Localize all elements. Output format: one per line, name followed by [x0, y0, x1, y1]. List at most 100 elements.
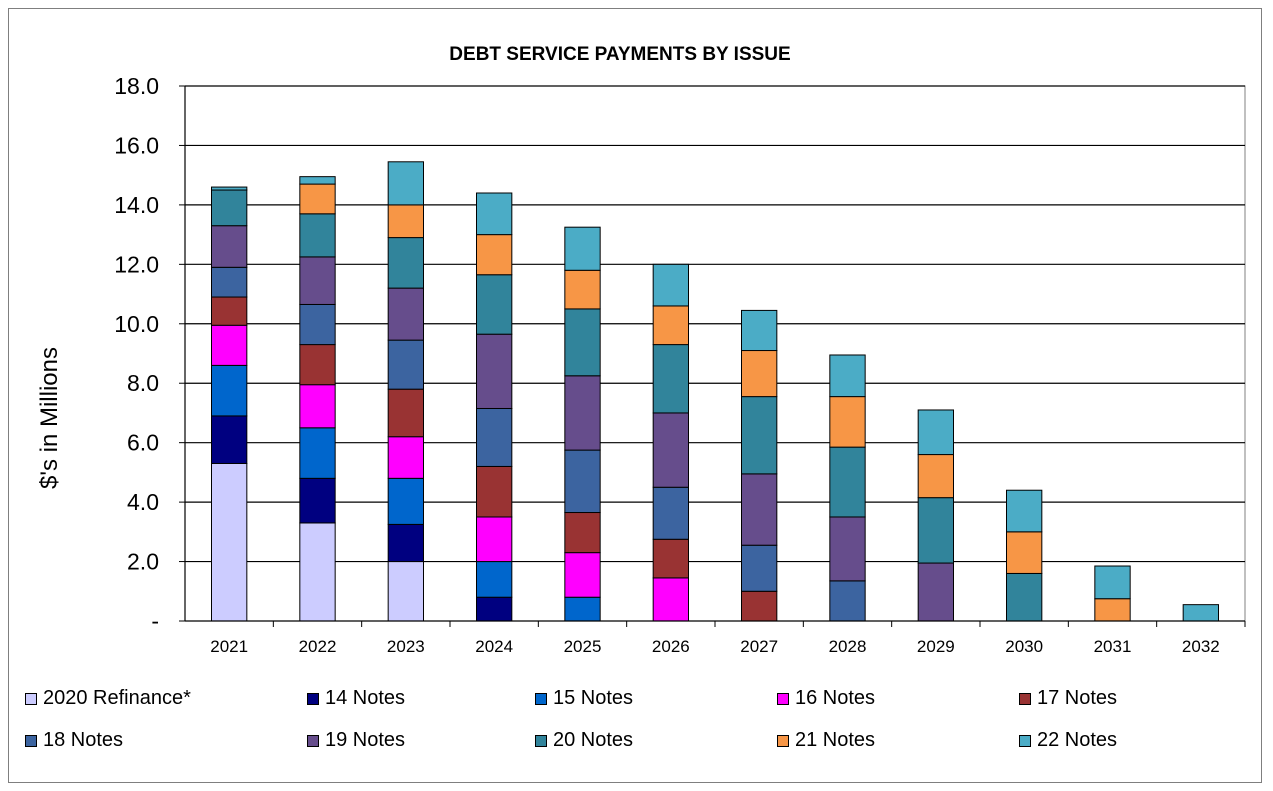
legend-label: 22 Notes — [1037, 729, 1118, 751]
bar-segment — [1182, 604, 1219, 622]
bar-segment — [299, 477, 336, 524]
legend-label: 15 Notes — [553, 687, 634, 709]
bar-segment — [211, 364, 248, 417]
bar-segment — [476, 333, 513, 409]
legend-item: 16 Notes — [777, 687, 875, 710]
bar-segment — [476, 561, 513, 598]
legend-swatch — [777, 692, 789, 705]
y-tick-label: 4.0 — [127, 489, 159, 515]
legend-label: 19 Notes — [325, 729, 406, 751]
x-tick-label: 2032 — [1182, 637, 1220, 656]
bar-segment — [476, 234, 513, 276]
bar-segment — [299, 176, 336, 185]
bar-segment — [652, 344, 690, 414]
legend-item: 20 Notes — [535, 729, 633, 752]
bar-segment — [211, 186, 248, 191]
bar-segment — [564, 596, 601, 622]
bar-segment — [741, 590, 778, 622]
bar-segment — [741, 396, 778, 475]
legend-label: 18 Notes — [43, 729, 124, 751]
bar-segment — [211, 324, 248, 366]
bar-segment — [299, 344, 336, 386]
bar-segment — [829, 446, 866, 518]
bar-segment — [564, 226, 601, 271]
bar-segment — [476, 596, 513, 622]
bar-segment — [829, 396, 866, 448]
bar-segment — [211, 415, 248, 464]
bar-segment — [387, 436, 424, 479]
legend-swatch — [307, 692, 319, 705]
bar-segment — [1006, 531, 1043, 574]
legend-swatch — [25, 734, 37, 747]
legend-item: 21 Notes — [777, 729, 875, 752]
bar-segment — [564, 308, 601, 377]
legend-label: 16 Notes — [795, 687, 876, 709]
legend-item: 14 Notes — [307, 687, 405, 710]
legend-item: 19 Notes — [307, 729, 405, 752]
bar-segment — [1094, 565, 1131, 600]
x-tick-label: 2029 — [917, 637, 955, 656]
bar-segment — [299, 256, 336, 305]
bar-segment — [476, 274, 513, 335]
y-tick-label: 12.0 — [114, 251, 159, 277]
legend-swatch — [1019, 734, 1031, 747]
legend-item: 17 Notes — [1019, 687, 1117, 710]
legend-swatch — [535, 734, 547, 747]
bar-segment — [476, 407, 513, 467]
bar-segment — [387, 161, 424, 206]
bar-segment — [917, 562, 955, 622]
bar-segment — [741, 309, 778, 352]
bar-segment — [476, 192, 513, 236]
y-tick-label: 16.0 — [114, 132, 159, 158]
bar-segment — [652, 305, 690, 346]
bar-segment — [387, 523, 424, 563]
bar-segment — [211, 296, 248, 326]
chart-title: DEBT SERVICE PAYMENTS BY ISSUE — [449, 44, 791, 65]
bar-segment — [652, 263, 690, 307]
bar-segment — [652, 538, 690, 579]
x-tick-label: 2025 — [564, 637, 602, 656]
y-tick-label: 18.0 — [114, 73, 159, 99]
grid-layer — [184, 85, 1246, 622]
legend-item: 2020 Refinance* — [25, 687, 191, 710]
x-tick-label: 2031 — [1094, 637, 1132, 656]
bar-segment — [741, 473, 778, 546]
legend-item: 18 Notes — [25, 729, 123, 752]
legend-swatch — [1019, 692, 1031, 705]
bar-segment — [476, 465, 513, 518]
y-tick-label: 2.0 — [127, 549, 159, 575]
y-axis-label: $'s in Millions — [36, 347, 63, 489]
bar-segment — [476, 516, 513, 563]
bar-segment — [387, 388, 424, 438]
bar-segment — [652, 577, 690, 622]
bar-segment — [829, 354, 866, 398]
x-tick-label: 2024 — [475, 637, 513, 656]
bar-segment — [564, 449, 601, 514]
bar-segment — [387, 237, 424, 289]
bar-layer — [211, 161, 1219, 622]
bar-segment — [564, 375, 601, 451]
x-tick-label: 2030 — [1005, 637, 1043, 656]
y-tick-label: 14.0 — [114, 192, 159, 218]
y-tick-label: 6.0 — [127, 430, 159, 456]
legend-label: 20 Notes — [553, 729, 634, 751]
bar-segment — [211, 225, 248, 268]
x-tick-label: 2027 — [740, 637, 778, 656]
bar-segment — [1006, 489, 1043, 533]
x-tick-label: 2023 — [387, 637, 425, 656]
bar-segment — [741, 544, 778, 592]
bar-segment — [299, 303, 336, 346]
x-tick-label: 2026 — [652, 637, 690, 656]
bar-segment — [564, 552, 601, 598]
legend-item: 22 Notes — [1019, 729, 1117, 752]
bar-segment — [299, 183, 336, 215]
bar-segment — [387, 287, 424, 341]
bar-segment — [917, 454, 955, 499]
bar-segment — [211, 462, 248, 622]
bar-segment — [741, 350, 778, 398]
bar-segment — [652, 486, 690, 540]
legend: 2020 Refinance* 14 Notes 15 Notes 16 Notes 1… — [25, 687, 1225, 767]
bar-segment — [299, 384, 336, 429]
legend-label: 17 Notes — [1037, 687, 1118, 709]
